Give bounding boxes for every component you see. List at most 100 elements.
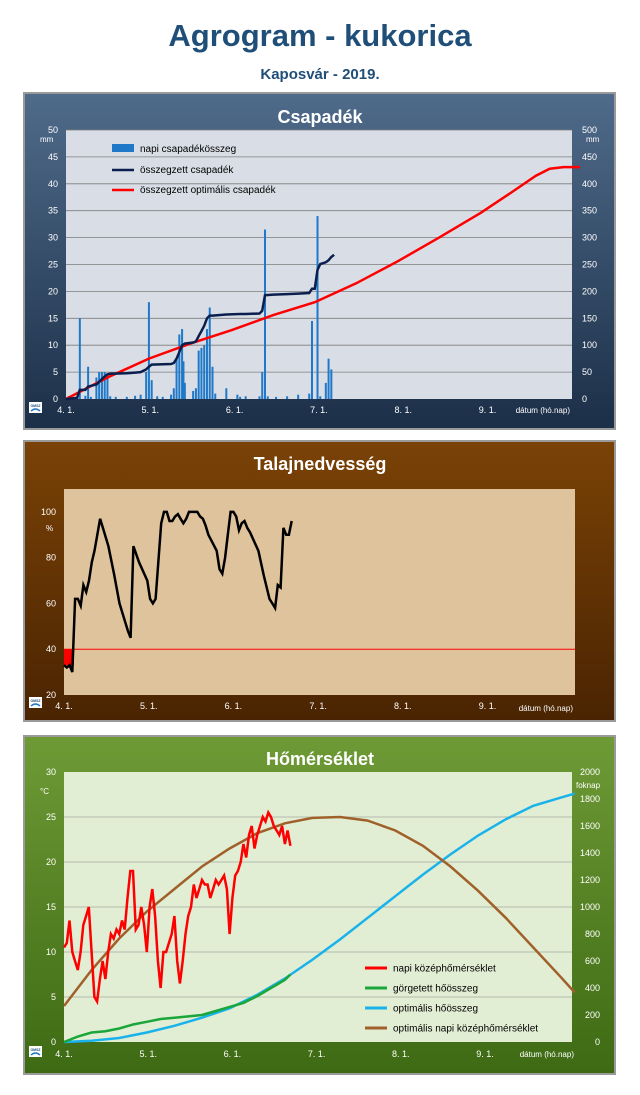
chart2-deficit-marker	[64, 649, 74, 666]
chart1-daily-bar	[172, 388, 175, 399]
chart3-ytick-right: 400	[585, 983, 600, 993]
chart1-legend-label: összegzett optimális csapadék	[140, 185, 277, 196]
chart3-ytick-right: 200	[585, 1010, 600, 1020]
chart3-xtick: 5. 1.	[139, 1049, 157, 1059]
logo-badge	[29, 697, 42, 708]
page-subtitle: Kaposvár - 2019.	[260, 66, 380, 83]
chart1-xtick: 6. 1.	[226, 405, 244, 415]
chart1-daily-bar	[324, 382, 327, 399]
chart1-legend-swatch-bar	[112, 144, 134, 152]
chart1-daily-bar	[208, 307, 211, 399]
chart1-opt-precip-line	[65, 165, 581, 401]
chart1-xtick: 7. 1.	[310, 405, 328, 415]
chart3-xtick: 4. 1.	[55, 1049, 73, 1059]
chart1-daily-bar	[319, 396, 322, 399]
chart3-legend-label: optimális napi középhőmérséklet	[393, 1024, 538, 1035]
chart1-xtick: 5. 1.	[142, 405, 160, 415]
chart1-ytick-left: 30	[48, 233, 58, 243]
logo-wave-icon	[30, 703, 41, 707]
chart1-daily-bar	[170, 394, 173, 399]
chart1-daily-bar	[106, 374, 109, 399]
chart1-daily-bar	[286, 396, 289, 399]
chart3-rolling-heat-line	[63, 973, 292, 1044]
page-title: Agrogram - kukorica	[168, 18, 472, 53]
chart2-plot-area	[64, 489, 575, 695]
chart2-title: Talajnedvesség	[254, 454, 387, 474]
chart2-ytick: 100	[41, 507, 56, 517]
chart1-daily-bar	[109, 396, 112, 399]
chart1-legend-label: napi csapadékösszeg	[140, 144, 236, 155]
chart1-ytick-left: 35	[48, 206, 58, 216]
chart3-ytick-left: 30	[46, 767, 56, 777]
chart2-xtick: 7. 1.	[309, 701, 327, 711]
chart1-ytick-right: 250	[582, 260, 597, 270]
chart1-ytick-right: 0	[582, 394, 587, 404]
chart3-ytick-right: 0	[595, 1037, 600, 1047]
chart1-daily-bar	[258, 396, 261, 399]
chart3-ytick-right: 1200	[580, 875, 600, 885]
chart1-xtick: 9. 1.	[479, 405, 497, 415]
chart3-y-unit-right: foknap	[576, 781, 601, 790]
chart3-xtick: 9. 1.	[476, 1049, 494, 1059]
chart1-ytick-left: 50	[48, 125, 58, 135]
chart3-daily-temp-line	[62, 809, 292, 1006]
chart1-daily-bar	[264, 229, 267, 399]
chart3-ytick-right: 1400	[580, 848, 600, 858]
chart1-daily-bar	[89, 396, 92, 399]
chart1-daily-bar	[261, 372, 264, 399]
chart3-ytick-right: 600	[585, 956, 600, 966]
chart1-daily-bar	[84, 395, 87, 399]
chart1-daily-bar	[103, 372, 106, 399]
chart1-ytick-left: 0	[53, 394, 58, 404]
chart1-cum-precip-line	[65, 253, 335, 401]
chart1-daily-bar	[316, 216, 319, 399]
chart1-daily-bar	[178, 334, 181, 399]
chart1-daily-bar	[192, 390, 195, 399]
chart3-ytick-left: 20	[46, 857, 56, 867]
chart1-ytick-left: 15	[48, 313, 58, 323]
chart1-y-unit-right: mm	[586, 135, 600, 144]
logo-wave-icon	[30, 1052, 41, 1056]
chart1-ytick-left: 40	[48, 179, 58, 189]
chart1-daily-bar	[327, 358, 330, 399]
chart1-y-unit: mm	[40, 135, 54, 144]
chart3-ytick-left: 0	[51, 1037, 56, 1047]
chart1-daily-bar	[244, 396, 247, 399]
chart2-xtick: 6. 1.	[225, 701, 243, 711]
chart1-daily-bar	[308, 393, 311, 399]
chart3-xtick: 6. 1.	[224, 1049, 242, 1059]
chart1-daily-bar	[266, 396, 269, 399]
chart1-daily-bar	[100, 372, 103, 399]
logo-text: OMSZ	[30, 699, 41, 703]
logo-badge	[29, 402, 42, 413]
logo-text: OMSZ	[30, 1048, 41, 1052]
chart2-soil-moisture-line	[63, 510, 293, 673]
chart1-ytick-right: 350	[582, 206, 597, 216]
chart3-ytick-left: 15	[46, 902, 56, 912]
chart1-ytick-right: 200	[582, 286, 597, 296]
chart1-daily-bar	[98, 372, 101, 399]
chart1-daily-bar	[78, 318, 81, 399]
chart1-daily-bar	[214, 393, 217, 399]
chart3-ytick-left: 10	[46, 947, 56, 957]
chart1-daily-bar	[175, 358, 178, 399]
chart1-daily-bar	[200, 347, 203, 399]
chart1-daily-bar	[145, 372, 148, 399]
chart1-daily-bar	[139, 394, 142, 399]
chart1-daily-bar	[181, 329, 184, 399]
chart1-daily-bar	[310, 320, 313, 399]
chart3-legend-label: görgetett hőösszeg	[393, 984, 478, 995]
chart1-ytick-right: 450	[582, 152, 597, 162]
chart1-daily-bar	[161, 396, 164, 399]
chart3-ytick-right: 800	[585, 929, 600, 939]
chart2-xlabel: dátum (hó.nap)	[519, 704, 574, 713]
chart2-xtick: 8. 1.	[394, 701, 412, 711]
chart2-ytick: 20	[46, 690, 56, 700]
chart2-xtick: 5. 1.	[140, 701, 158, 711]
chart1-daily-bar	[275, 396, 278, 399]
chart3-ytick-right: 2000	[580, 767, 600, 777]
chart1-xtick: 4. 1.	[57, 405, 75, 415]
chart1-ytick-right: 100	[582, 340, 597, 350]
chart2-xtick: 9. 1.	[479, 701, 497, 711]
chart3-title: Hőmérséklet	[266, 749, 374, 769]
